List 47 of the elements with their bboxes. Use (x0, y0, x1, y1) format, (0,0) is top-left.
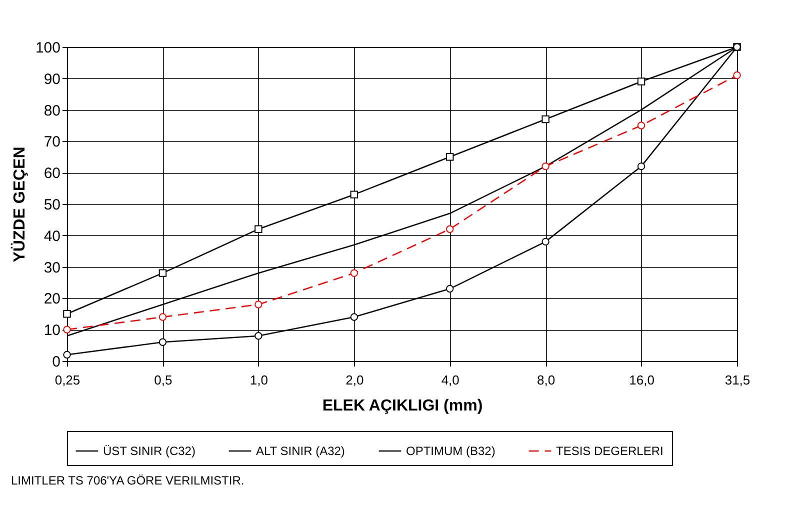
x-tick-label: 31,5 (724, 372, 750, 388)
x-tick-label: 16,0 (629, 372, 654, 388)
y-tick-label: 80 (44, 102, 60, 120)
point (446, 225, 454, 233)
legend-label: ÜST SINIR (C32) (103, 444, 196, 458)
x-tick-label: 8,0 (537, 372, 556, 388)
point (542, 238, 550, 246)
point (254, 300, 262, 308)
y-tick-label: 100 (35, 40, 60, 56)
y-tick-label: 0 (52, 354, 60, 370)
x-tick-label: 0,25 (54, 372, 80, 388)
legend-label: ALT SINIR (A32) (256, 444, 345, 458)
y-tick-label: 10 (44, 322, 60, 340)
y-tick-label: 90 (44, 70, 60, 88)
point (637, 78, 646, 86)
point (254, 332, 262, 340)
y-tick-label: 50 (44, 196, 60, 214)
point (637, 162, 646, 170)
point (350, 190, 358, 198)
y-tick-label: 20 (44, 290, 60, 308)
text: LIMITLER TS 706'YA GÖRE VERILMISTIR. (10, 474, 244, 488)
point (158, 313, 167, 321)
point (542, 115, 550, 124)
x-tick-label: 2,0 (346, 372, 364, 388)
point (158, 338, 167, 346)
x-tick-label: 4,0 (441, 372, 460, 388)
point (446, 284, 454, 293)
point (63, 310, 71, 318)
legend-label: TESIS DEGERLERI (556, 444, 664, 458)
y-tick-label: 60 (44, 165, 60, 182)
point (254, 225, 262, 233)
point (63, 350, 71, 359)
y-tick-label: 40 (44, 228, 60, 245)
legend-label: OPTIMUM (B32) (406, 444, 496, 458)
y-tick-label: 30 (44, 259, 60, 276)
y-tick-label: 70 (44, 134, 60, 151)
point (158, 269, 167, 277)
x-tick-label: 1,0 (250, 372, 268, 388)
point (542, 162, 550, 170)
point (350, 269, 358, 277)
point (733, 71, 741, 80)
y-axis-title: YÜZDE GEÇEN (10, 146, 28, 262)
x-tick-label: 0,5 (154, 372, 172, 388)
point (350, 313, 358, 321)
point (637, 122, 646, 130)
point (446, 153, 454, 161)
x-axis-title: ELEK AÇIKLIGI (mm) (322, 398, 483, 414)
